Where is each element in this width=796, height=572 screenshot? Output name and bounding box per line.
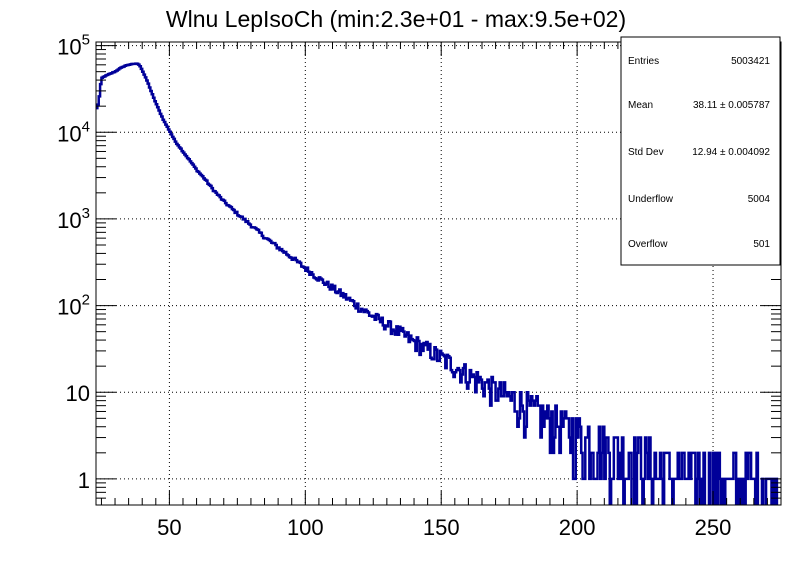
x-tick-label: 250: [695, 515, 732, 540]
y-tick-label: 105: [57, 32, 90, 60]
x-tick-label: 200: [559, 515, 596, 540]
stats-label-overflow: Overflow: [628, 239, 668, 250]
plot-frame: [95, 41, 782, 506]
stats-label-std-dev: Std Dev: [628, 147, 664, 158]
histogram-series-line: [96, 62, 779, 505]
x-tick-label: 100: [287, 515, 324, 540]
stats-label-underflow: Underflow: [628, 194, 674, 205]
stats-value-underflow: 5004: [748, 194, 771, 205]
axis-tick-labels: 50 100 150 200 250 1 10 102 103 104 105: [57, 32, 731, 540]
x-tick-label: 150: [423, 515, 460, 540]
chart-title: Wlnu LepIsoCh (min:2.3e+01 - max:9.5e+02…: [166, 6, 626, 32]
series-layer: [96, 62, 779, 505]
stats-value-mean: 38.11 ± 0.005787: [693, 100, 770, 111]
stats-label-entries: Entries: [628, 56, 659, 67]
y-tick-label: 103: [57, 205, 90, 233]
stats-box: Entries 5003421 Mean 38.11 ± 0.005787 Std De…: [620, 36, 781, 266]
x-tick-label: 50: [157, 515, 181, 540]
stats-box-frame: [620, 36, 781, 266]
stats-rows: Entries 5003421 Mean 38.11 ± 0.005787 Std De…: [628, 56, 770, 250]
stats-value-std-dev: 12.94 ± 0.004092: [692, 147, 770, 158]
y-tick-label: 104: [57, 118, 90, 146]
stats-value-overflow: 501: [753, 239, 770, 250]
y-tick-label: 102: [57, 292, 90, 320]
stats-value-entries: 5003421: [731, 56, 770, 67]
y-tick-label: 10: [66, 381, 90, 406]
y-tick-label: 1: [78, 468, 90, 493]
stats-label-mean: Mean: [628, 100, 653, 111]
